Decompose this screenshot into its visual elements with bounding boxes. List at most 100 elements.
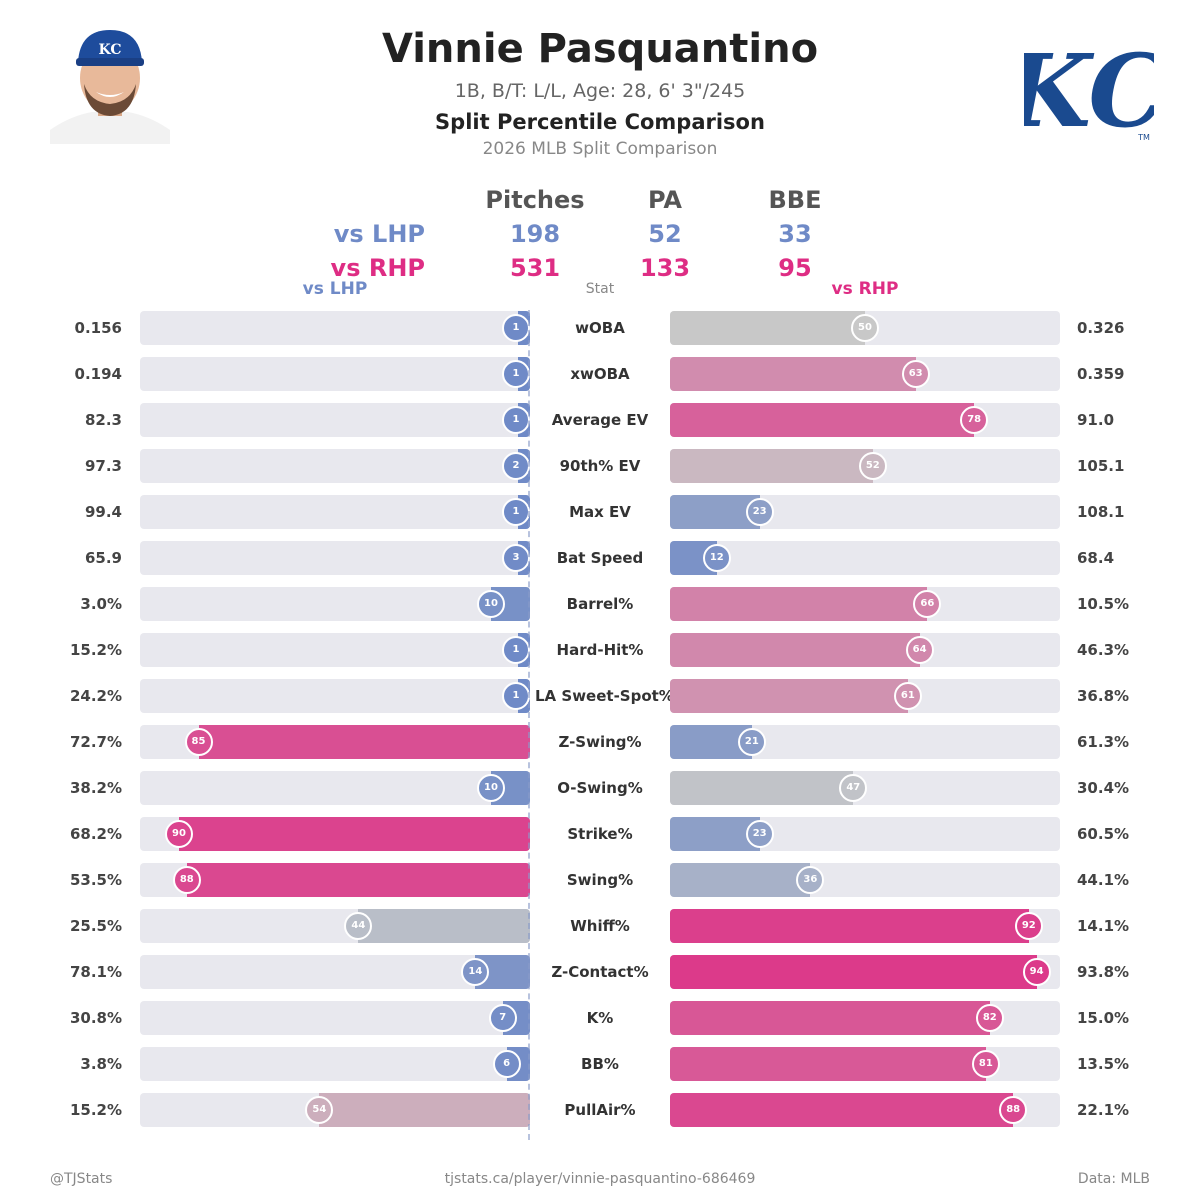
- headshot-image: KC: [50, 22, 170, 144]
- lhp-bar-track: [140, 495, 530, 529]
- lhp-percentile: 7: [488, 1004, 517, 1032]
- stat-name: K%: [586, 1009, 614, 1027]
- rhp-bar-track: [670, 909, 1060, 943]
- lhp-bar-track: [140, 403, 530, 437]
- rhp-value: 46.3%: [1077, 641, 1130, 659]
- lhp-value: 38.2%: [69, 779, 122, 797]
- rhp-percentile: 81: [971, 1050, 1000, 1078]
- lhp-percentile: 54: [305, 1096, 334, 1124]
- rhp-bar: [670, 357, 916, 391]
- rhp-bbe: 95: [778, 254, 812, 282]
- rhp-value: 60.5%: [1077, 825, 1130, 843]
- lhp-value: 3.0%: [80, 595, 122, 613]
- chart-title: Split Percentile Comparison: [435, 110, 765, 134]
- footer-url: tjstats.ca/player/vinnie-pasquantino-686…: [444, 1171, 756, 1187]
- lhp-value: 72.7%: [69, 733, 122, 751]
- lhp-percentile: 1: [502, 406, 530, 434]
- lhp-bar-track: [140, 1093, 530, 1127]
- stat-name: Hard-Hit%: [556, 641, 644, 659]
- rhp-percentile: 78: [960, 406, 989, 434]
- rhp-bar-track: [670, 633, 1060, 667]
- cap-logo-text: KC: [99, 42, 122, 58]
- lhp-value: 65.9: [84, 549, 122, 567]
- column-label-stat: Stat: [585, 281, 615, 297]
- rhp-bar: [670, 403, 975, 437]
- player-bio: 1B, B/T: L/L, Age: 28, 6' 3"/245: [454, 80, 746, 102]
- lhp-percentile: 90: [165, 820, 193, 848]
- lhp-percentile: 14: [461, 958, 490, 986]
- lhp-bar-track: [140, 449, 530, 483]
- rhp-bar: [670, 311, 865, 345]
- header-pa: PA: [648, 186, 682, 214]
- lhp-value: 0.194: [74, 365, 122, 383]
- lhp-pitches: 198: [509, 220, 561, 248]
- lhp-percentile: 1: [502, 498, 530, 526]
- rhp-value: 61.3%: [1077, 733, 1130, 751]
- rhp-percentile: 63: [901, 360, 930, 388]
- lhp-value: 30.8%: [69, 1009, 122, 1027]
- header-bbe: BBE: [768, 186, 822, 214]
- lhp-bar: [198, 725, 530, 759]
- rhp-bar: [670, 909, 1029, 943]
- stat-name: Swing%: [566, 871, 634, 889]
- lhp-bar-track: [140, 863, 530, 897]
- rhp-percentile: 21: [737, 728, 766, 756]
- rhp-value: 91.0: [1077, 411, 1115, 429]
- lhp-pa: 52: [648, 220, 682, 248]
- rhp-pa: 133: [639, 254, 691, 282]
- rhp-percentile: 88: [999, 1096, 1028, 1124]
- rhp-bar: [670, 633, 920, 667]
- rhp-pitches: 531: [509, 254, 561, 282]
- lhp-bar-track: [140, 587, 530, 621]
- rhp-bar: [670, 955, 1037, 989]
- lhp-value: 0.156: [74, 319, 122, 337]
- lhp-bar-track: [140, 541, 530, 575]
- stat-name: Average EV: [551, 411, 649, 429]
- trademark-text: TM: [1137, 133, 1150, 142]
- rhp-count-label: vs RHP: [330, 254, 425, 282]
- lhp-value: 99.4: [84, 503, 122, 521]
- stat-name: Strike%: [567, 825, 633, 843]
- lhp-count-label: vs LHP: [333, 220, 425, 248]
- rhp-bar: [670, 679, 908, 713]
- rhp-value: 30.4%: [1077, 779, 1130, 797]
- rhp-percentile: 23: [745, 820, 774, 848]
- stat-name: Whiff%: [570, 917, 630, 935]
- stat-name: Max EV: [569, 503, 631, 521]
- lhp-value: 24.2%: [69, 687, 122, 705]
- rhp-value: 0.326: [1077, 319, 1125, 337]
- rhp-percentile: 66: [913, 590, 942, 618]
- lhp-bar-track: [140, 357, 530, 391]
- rhp-value: 13.5%: [1077, 1055, 1130, 1073]
- lhp-value: 78.1%: [69, 963, 122, 981]
- rhp-bar: [670, 817, 760, 851]
- rhp-bar-track: [670, 495, 1060, 529]
- lhp-percentile: 1: [502, 636, 530, 664]
- column-label-lhp: vs LHP: [302, 279, 368, 299]
- rhp-bar-track: [670, 357, 1060, 391]
- lhp-percentile: 10: [477, 590, 505, 618]
- team-logo: KC TM: [1001, 22, 1168, 150]
- rhp-percentile: 12: [702, 544, 731, 572]
- rhp-value: 10.5%: [1077, 595, 1130, 613]
- rhp-bar: [670, 449, 873, 483]
- rhp-percentile: 61: [893, 682, 922, 710]
- column-label-rhp: vs RHP: [831, 279, 899, 299]
- lhp-percentile: 1: [502, 682, 530, 710]
- stat-name: Z-Contact%: [551, 963, 649, 981]
- rhp-value: 105.1: [1077, 457, 1125, 475]
- rhp-value: 15.0%: [1077, 1009, 1130, 1027]
- rhp-bar-track: [670, 679, 1060, 713]
- rhp-percentile: 50: [851, 314, 879, 342]
- lhp-bar-track: [140, 817, 530, 851]
- lhp-percentile: 3: [502, 544, 530, 572]
- lhp-value: 15.2%: [69, 1101, 122, 1119]
- lhp-bbe: 33: [778, 220, 812, 248]
- player-name: Vinnie Pasquantino: [381, 26, 819, 72]
- lhp-bar-track: [140, 909, 530, 943]
- rhp-bar-track: [670, 863, 1060, 897]
- header-pitches: Pitches: [485, 186, 585, 214]
- stat-name: LA Sweet-Spot%: [535, 687, 674, 705]
- rhp-value: 108.1: [1077, 503, 1125, 521]
- stat-name: 90th% EV: [559, 457, 641, 475]
